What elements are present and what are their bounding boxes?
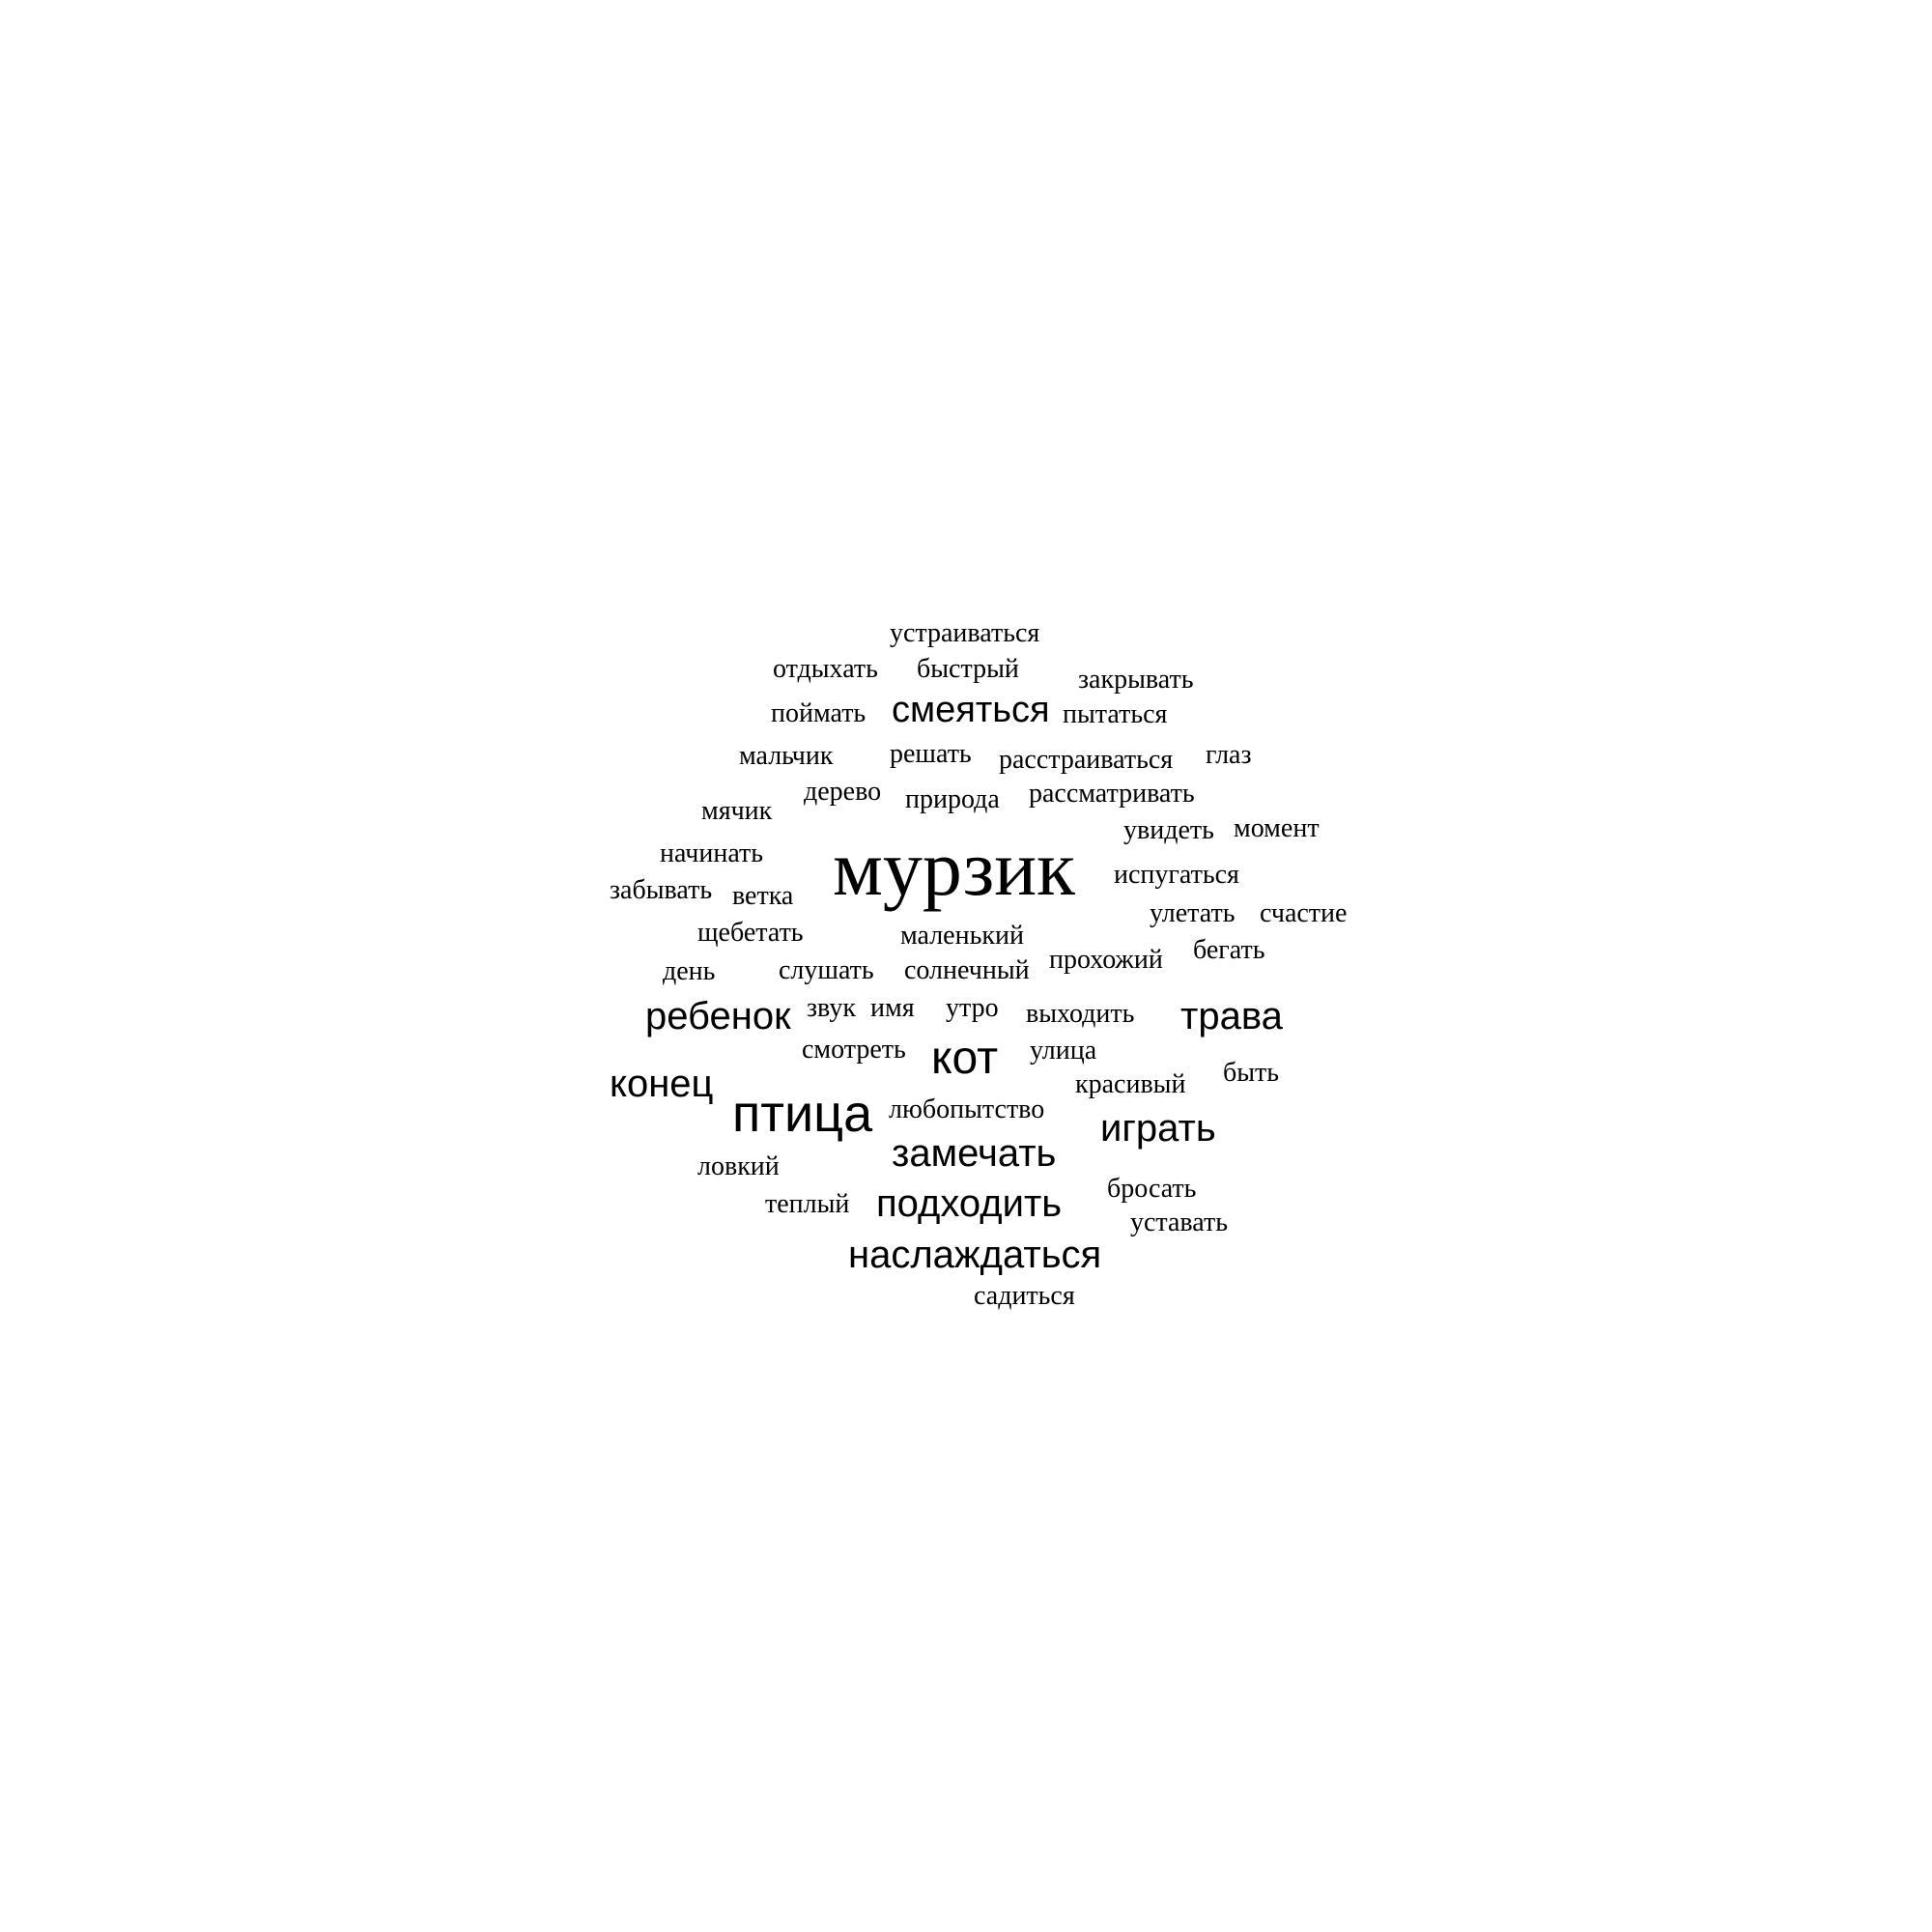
word-reshat: решать <box>890 739 972 769</box>
word-igrat: играть <box>1100 1107 1216 1150</box>
word-schastie: счастие <box>1260 898 1348 928</box>
word-otdykhat: отдыхать <box>773 654 878 684</box>
word-konets: конец <box>610 1063 714 1105</box>
word-begat: бегать <box>1193 935 1265 965</box>
word-ulitsa: улица <box>1030 1036 1097 1065</box>
word-zabyvat: забывать <box>610 875 713 905</box>
word-byt: быть <box>1223 1058 1280 1088</box>
word-prokhozhiy: прохожий <box>1049 945 1163 975</box>
word-lyubopytstvo: любопытство <box>889 1094 1045 1124</box>
word-trava: трава <box>1180 995 1283 1037</box>
word-zvuk: звук <box>807 993 856 1023</box>
word-murzik: мурзик <box>833 824 1076 912</box>
word-lovkiy: ловкий <box>697 1151 780 1181</box>
word-glaz: глаз <box>1206 740 1252 770</box>
word-nachinat: начинать <box>660 838 764 868</box>
word-utro: утро <box>946 993 999 1023</box>
word-brosat: бросать <box>1107 1174 1197 1204</box>
word-rassmatrivat: рассматривать <box>1029 779 1195 809</box>
word-teplyy: теплый <box>765 1189 850 1219</box>
word-solnechnyy: солнечный <box>904 955 1030 985</box>
word-shchebetat: щебетать <box>697 918 804 948</box>
word-ustavat: уставать <box>1130 1208 1228 1237</box>
word-vetka: ветка <box>732 881 794 911</box>
word-imya: имя <box>870 993 915 1023</box>
word-malchik: мальчик <box>739 741 834 771</box>
word-smeyatsya: смеяться <box>892 690 1050 730</box>
word-bystryy: быстрый <box>917 654 1019 684</box>
word-ptitsa: птица <box>732 1085 873 1143</box>
word-uvidet: увидеть <box>1123 815 1214 845</box>
word-moment: момент <box>1234 813 1320 843</box>
word-zamechat: замечать <box>892 1132 1057 1175</box>
word-pytatsya: пытаться <box>1063 699 1168 729</box>
word-uletat: улетать <box>1150 898 1236 928</box>
word-slushat: слушать <box>779 955 874 985</box>
word-priroda: природа <box>905 784 1000 814</box>
word-kot: кот <box>931 1033 999 1084</box>
word-podkhodit: подходить <box>876 1182 1063 1225</box>
word-poymat: поймать <box>771 698 867 728</box>
word-saditsya: садиться <box>974 1281 1075 1311</box>
word-vykhodit: выходить <box>1026 999 1135 1029</box>
word-zakryvat: закрывать <box>1078 665 1194 695</box>
word-smotret: смотреть <box>802 1035 906 1065</box>
word-rebenok: ребенок <box>645 995 791 1037</box>
word-den: день <box>663 956 716 986</box>
word-ispugatsya: испугаться <box>1114 860 1239 890</box>
word-naslazhdatsya: наслаждаться <box>848 1234 1102 1276</box>
word-ustraivatsya: устраиваться <box>890 618 1040 648</box>
word-myachik: мячик <box>701 796 773 826</box>
word-krasivyy: красивый <box>1075 1069 1186 1099</box>
word-malenkiy: маленький <box>900 921 1024 951</box>
word-rasstraivatsya: расстраиваться <box>999 745 1174 775</box>
word-derevo: дерево <box>804 777 882 807</box>
